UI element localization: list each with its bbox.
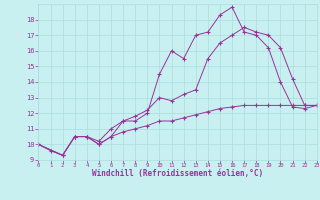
X-axis label: Windchill (Refroidissement éolien,°C): Windchill (Refroidissement éolien,°C): [92, 169, 263, 178]
